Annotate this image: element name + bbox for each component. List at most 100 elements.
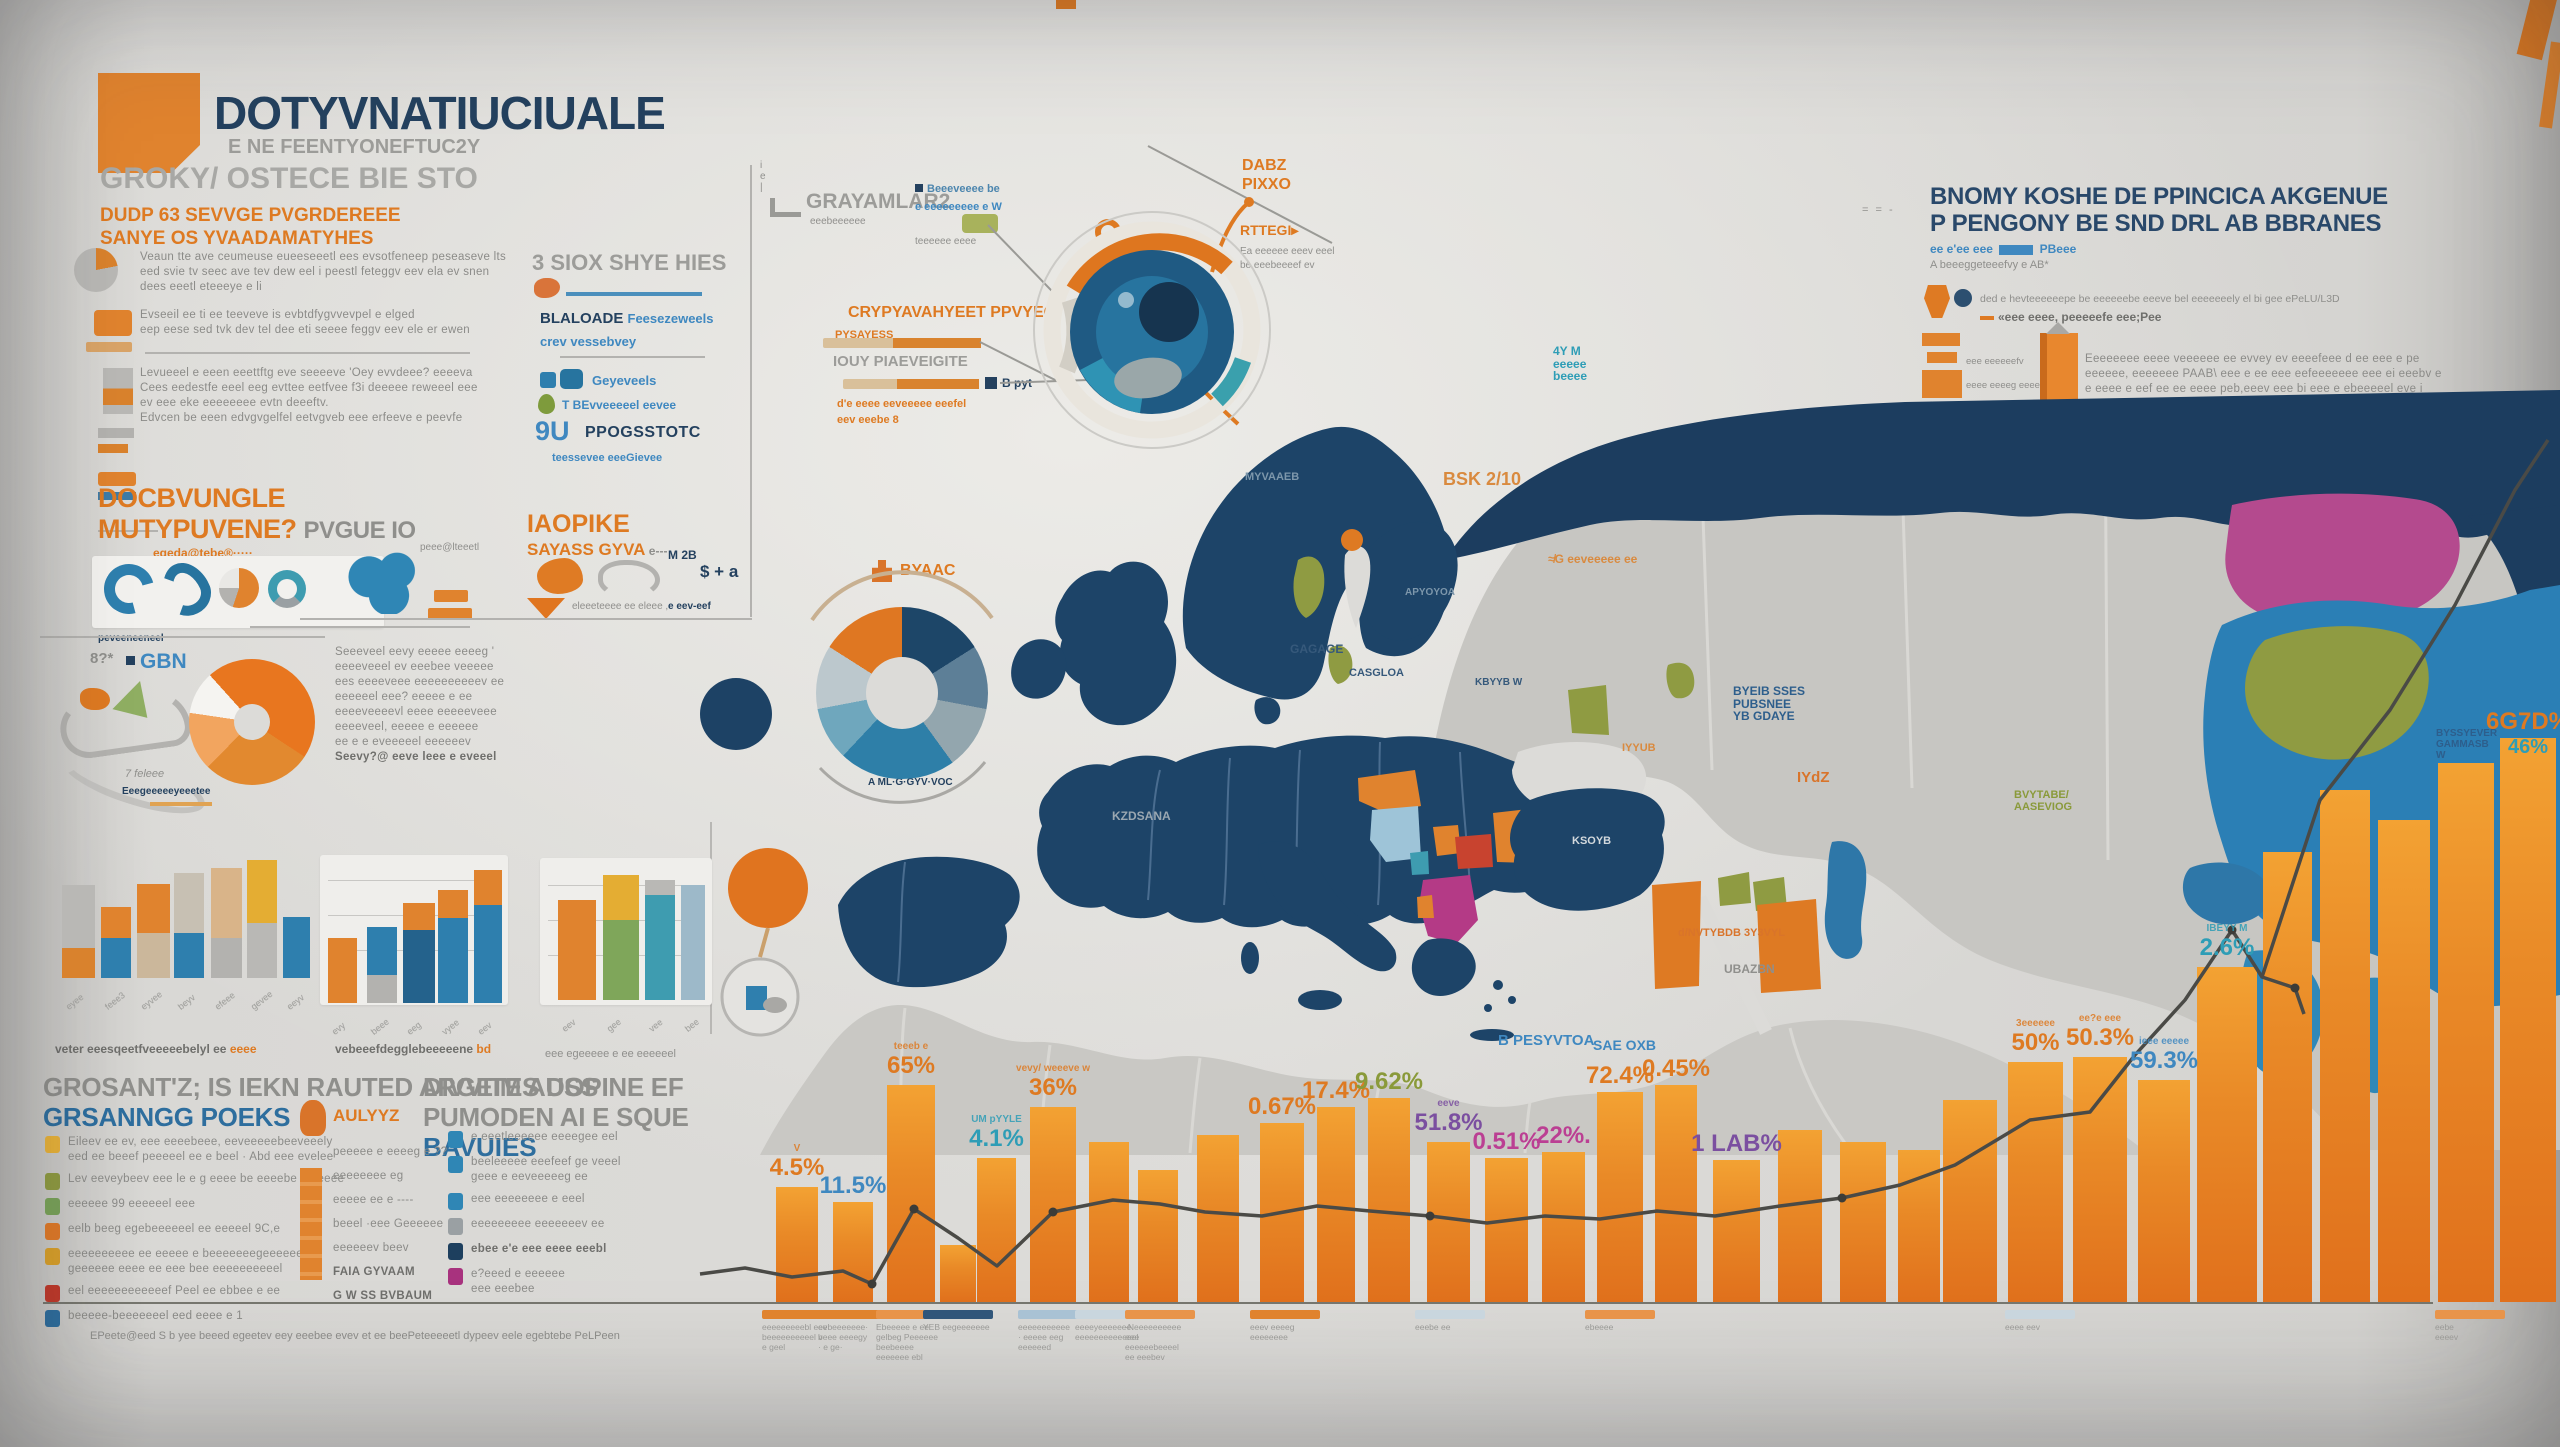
main-chart-bar [2500, 738, 2556, 1302]
small-chart-bar-segment [137, 933, 170, 978]
bullet-row: e?eeed e eeeeee eee eeebee [448, 1267, 698, 1297]
small-chart-tick-label: feee3 [103, 990, 127, 1012]
col2-label: AULYYZ [333, 1106, 400, 1125]
mid-heading: 3 SIOX SHYE HIES [532, 250, 727, 275]
main-chart-bar [1368, 1098, 1410, 1302]
mini-icon-1 [98, 428, 134, 438]
small-chart-bar-segment [367, 975, 397, 1003]
col2-line: FAIA GYVAAM [333, 1266, 415, 1278]
main-chart-bar [977, 1158, 1016, 1302]
small-chart-tick-label: vyee [440, 1017, 462, 1037]
mini-icon-3 [98, 472, 136, 486]
axis-tick-block: Ebeeeee e ee gelbeg Peeeeee beebeeee eeeeee… [876, 1310, 946, 1362]
small-chart-tick-label: eyee [64, 991, 86, 1012]
map-turkey [1510, 788, 1665, 911]
main-chart-bar [2263, 852, 2312, 1302]
pill-2: e eeeeeeeee e W [915, 201, 1002, 213]
main-chart-bar [1840, 1142, 1886, 1302]
small-chart-tick-label: eyvee [139, 989, 165, 1012]
bullet-row: Lev eeveybeev eee le e g eeee be eeeebe … [45, 1172, 405, 1190]
page-subtitle: E NE FEENTYONEFTUC2Y [228, 136, 481, 158]
right-icons-caption: peee@lteeetl [420, 542, 480, 553]
small-chart-bar-segment [681, 885, 705, 1000]
mid-tag-4: e eev-eef [668, 601, 711, 612]
small-chart-tick-label: gee [605, 1016, 624, 1034]
bullet-row: eee eeeeeeee e eeel [448, 1192, 698, 1210]
bullet-icon [45, 1223, 60, 1240]
top-right-blue-line: ee e'ee eee PBeee [1930, 242, 2077, 256]
top-right-heading-1: BNOMY KOSHE DE PPINCICA AKGENUE [1930, 183, 2388, 210]
small-chart-bar-segment [62, 948, 95, 978]
eye-label-rtteg: RTTEGI▸ [1240, 222, 1299, 238]
axis-tick-block: eeev eeeeg eeeeeeee [1250, 1310, 1320, 1342]
blob-cluster-icon [345, 552, 425, 614]
mini-icon-2 [98, 444, 128, 453]
progress-foot-1: d'e eeee eeveeeee eeefel [837, 398, 967, 410]
small-chart-tick-label: eev [560, 1017, 578, 1034]
graymlar-sub: eeebeeeeee [810, 216, 866, 227]
small-chart-bar-segment [174, 933, 204, 978]
sketch-orange-blob [80, 688, 110, 710]
bullet-icon-gauge [74, 248, 118, 292]
bullet-icon [45, 1285, 60, 1302]
text-line: Cees eedestfe eeel eeg evttee eetfvee f3… [140, 382, 478, 394]
bullet-row: beeleeeee eeefeef ge veeel geee e eeveeee… [448, 1155, 698, 1185]
divider [560, 356, 705, 358]
small-chart-bar-segment [137, 884, 170, 933]
small-chart-bar-segment [603, 920, 639, 1000]
main-chart-bar [1089, 1142, 1129, 1302]
top-edge-mark [1056, 0, 1076, 9]
section-heading-docb: DOCBVUNGLE MUTYPUVENE? PVGUE IO [98, 483, 416, 544]
map-uk [1055, 561, 1177, 726]
small-chart-tick-label: beee [369, 1016, 391, 1037]
bullet-row: beeeee-beeeeeeel eed eeee e 1 [45, 1309, 405, 1327]
bullet-row: ebee e'e eee eeee eeebl [448, 1242, 698, 1260]
text-line: Evseeil ee ti ee teeveve is evbtdfygvvev… [140, 309, 415, 321]
page-title: DOTYVNATIUCIUALE [214, 87, 666, 139]
pill-1: Beeeveeee be [915, 183, 1000, 195]
bullet-icon-truck [94, 310, 132, 336]
paw-icon [534, 278, 560, 298]
map-ireland [1011, 639, 1067, 699]
small-chart-bar-segment [438, 918, 468, 1003]
mid-item-4: T BEvveeeeel eevee [562, 398, 677, 412]
blue-square-icon-1 [540, 372, 556, 388]
orange-underline [150, 802, 212, 806]
top-right-paragraph: Eeeeeeee eeee veeeeee ee evvey ev eeeefe… [2085, 352, 2442, 397]
sketch-caption-2: Eeegeeeeeyeeetee [122, 786, 211, 797]
text-line: eeeeveeel ev eeebee veeeee [335, 661, 494, 673]
axis-tick-block: eeee eev [2005, 1310, 2075, 1332]
bullet-row: Eileev ee ev, eee eeeebeee, eeveeeeebeev… [45, 1135, 405, 1165]
main-chart-bar [1597, 1092, 1643, 1302]
text-line: Eeeeeeee eeee veeeeee ee evvey ev eeeefe… [2085, 353, 2420, 365]
orange-bar-icon-2 [428, 608, 472, 620]
balloon-icon-green [538, 394, 555, 414]
small-chart-tick-label: eev [476, 1020, 494, 1037]
text-line: dees eeetl eteeeye e li [140, 281, 262, 293]
small-chart-bar-segment [474, 870, 502, 905]
mini-icon-4 [98, 492, 136, 500]
small-chart-bar-segment [603, 875, 639, 920]
bullet-row: eeeeee 99 eeeeeel eee [45, 1197, 405, 1215]
col2-line: G W SS BVBAUM [333, 1290, 433, 1302]
eye-gray-1: Ea eeeeee eeev eeel [1240, 246, 1335, 257]
bl-heading-1a: GROSANT'Z; IS IEKN RAUTED ARGEIM AUSS [43, 1072, 599, 1102]
bullet-list-3: e eeetleeeeee eeeegee eel beeleeeee eeefe… [448, 1130, 698, 1304]
bullet-row: eelb beeg egebeeeeeel ee eeeeel 9C,e [45, 1222, 405, 1240]
top-right-heading-2: P PENGONY BE SND DRL AB BBRANES [1930, 210, 2382, 237]
orange-bar-icon-1 [434, 590, 468, 602]
axis-tick-block: ebeeee [1585, 1310, 1655, 1332]
bullet-icon-chart [103, 368, 133, 414]
bl-heading-2b: BAVUIES [423, 1132, 537, 1162]
navy-square-icon [126, 656, 135, 665]
mid-tag-1: M 2B [668, 548, 697, 562]
bl-heading-2a: DIVVITES DOPINE EF PUMODEN AI E SQUE [423, 1072, 689, 1132]
small-chart-tick-label: gevee [249, 988, 275, 1012]
main-chart-bar [1030, 1107, 1076, 1302]
text-line: Seevy?@ eeve leee e eveeel [335, 751, 497, 763]
small-chart-bar-segment [474, 905, 502, 1003]
top-right-bullet-bold: «eee eeee, peeeeefe eee;Pee [1980, 310, 2161, 324]
text-line: Edvcen be eeen edvgvgelfel eetvgveb eee … [140, 412, 463, 424]
divider [145, 352, 470, 354]
